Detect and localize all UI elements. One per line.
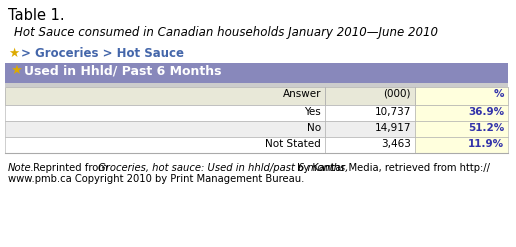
Bar [5,105,325,121]
Text: by Kantar Media, retrieved from http://: by Kantar Media, retrieved from http:// [294,163,490,173]
Text: 11.9%: 11.9% [468,139,504,149]
Text: Reprinted from: Reprinted from [30,163,111,173]
Text: Yes: Yes [304,107,321,117]
Text: > Groceries > Hot Sauce: > Groceries > Hot Sauce [21,47,184,60]
Bar [415,87,508,105]
Bar [5,121,325,137]
Bar [415,105,508,121]
Text: ★: ★ [10,64,22,77]
Bar [415,137,508,153]
Text: Answer: Answer [282,89,321,99]
Text: Table 1.: Table 1. [8,8,64,23]
Text: Not Stated: Not Stated [265,139,321,149]
Bar [325,137,415,153]
Bar [5,83,508,87]
Bar [5,63,508,83]
Text: 10,737: 10,737 [375,107,411,117]
Text: 36.9%: 36.9% [468,107,504,117]
Text: ★: ★ [8,47,19,60]
Bar [325,121,415,137]
Text: (000): (000) [383,89,411,99]
Text: 14,917: 14,917 [375,123,411,133]
Bar [325,105,415,121]
Text: Used in Hhld/ Past 6 Months: Used in Hhld/ Past 6 Months [24,65,221,78]
Bar [325,87,415,105]
Bar [5,137,325,153]
Text: www.pmb.ca Copyright 2010 by Print Management Bureau.: www.pmb.ca Copyright 2010 by Print Manag… [8,174,304,184]
Bar [5,87,325,105]
Text: 3,463: 3,463 [381,139,411,149]
Bar [415,121,508,137]
Text: Groceries, hot sauce: Used in hhld/past 6 months,: Groceries, hot sauce: Used in hhld/past … [98,163,348,173]
Text: %: % [493,89,504,99]
Text: Note.: Note. [8,163,35,173]
Text: 51.2%: 51.2% [467,123,504,133]
Text: No: No [307,123,321,133]
Text: Hot Sauce consumed in Canadian households January 2010—June 2010: Hot Sauce consumed in Canadian household… [14,26,438,39]
